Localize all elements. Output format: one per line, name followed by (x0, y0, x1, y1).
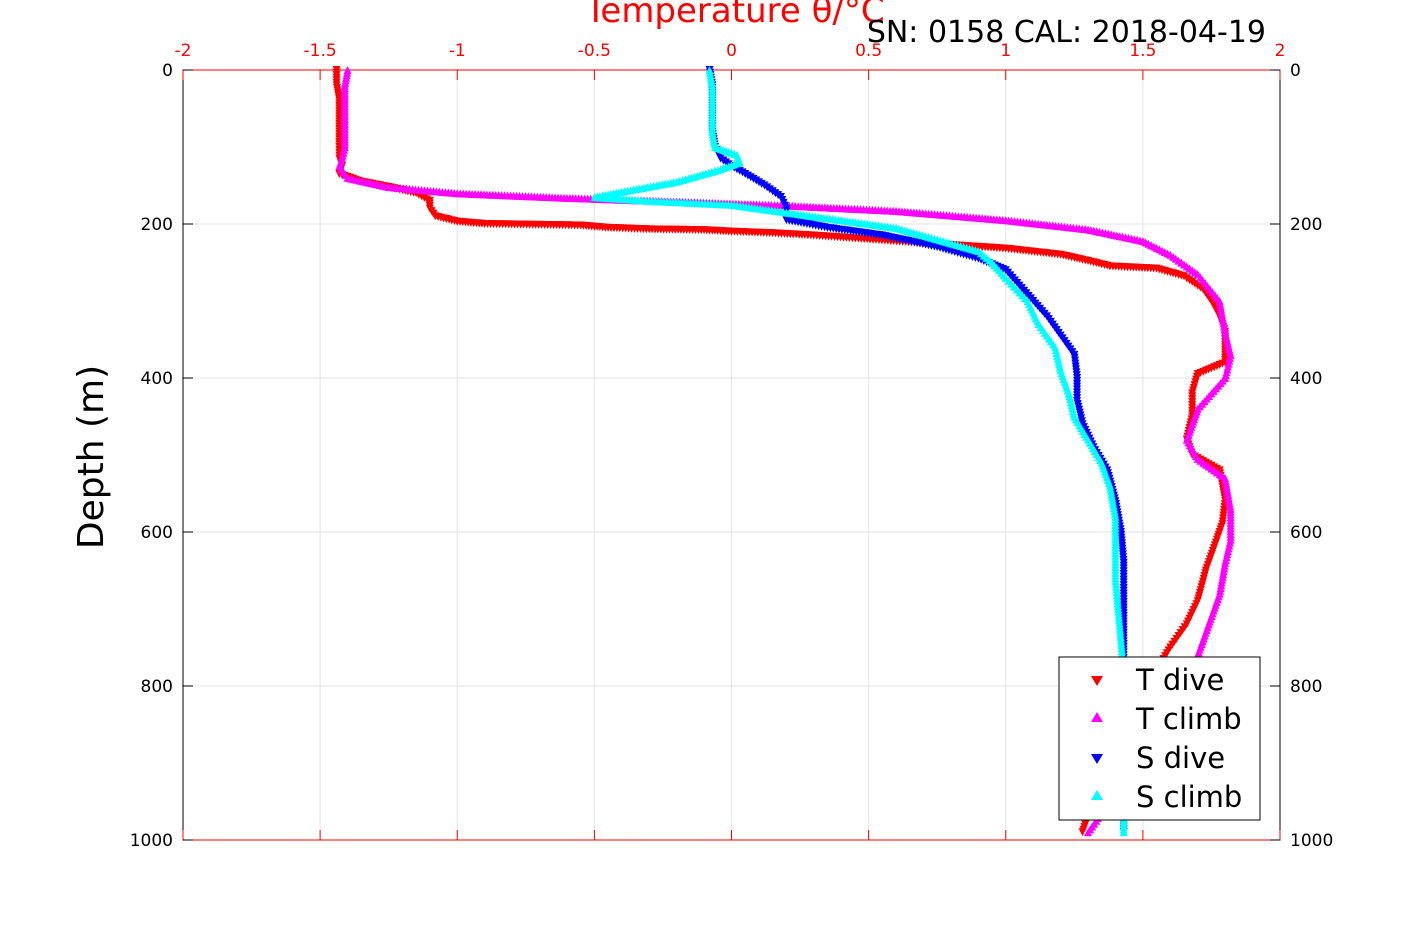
y-tick-label-left: 600 (141, 523, 173, 543)
y-tick-label-right: 0 (1290, 61, 1301, 81)
x-axis-title: Temperature θ/°C (584, 0, 884, 31)
y-tick-label-right: 800 (1290, 677, 1322, 697)
y-tick-label-right: 400 (1290, 369, 1322, 389)
data-point (1078, 828, 1087, 837)
y-axis-title: Depth (m) (71, 365, 112, 549)
x-tick-label: -0.5 (578, 41, 611, 61)
y-tick-label-right: 1000 (1290, 831, 1333, 851)
legend-item-s-dive: S dive (1091, 741, 1225, 775)
legend-marker-s-dive (1091, 754, 1103, 764)
y-tick-label-right: 200 (1290, 215, 1322, 235)
legend-label-s-climb: S climb (1136, 780, 1242, 814)
data-marks (332, 66, 1235, 837)
legend-marker-s-climb (1091, 790, 1103, 800)
chart-title: SN: 0158 CAL: 2018-04-19 (867, 15, 1266, 50)
series-s-climb (590, 66, 1128, 837)
x-tick-label: 1 (1000, 41, 1011, 61)
x-tick-label: 1.5 (1129, 41, 1156, 61)
legend-item-t-climb: T climb (1091, 702, 1242, 736)
legend-label-t-climb: T climb (1135, 702, 1242, 736)
data-point (1084, 828, 1093, 837)
legend-item-s-climb: S climb (1091, 780, 1242, 814)
legend-marker-t-dive (1091, 676, 1103, 686)
legend: T dive T climb S dive S climb (1058, 656, 1261, 821)
x-tick-label: -2 (175, 41, 192, 61)
legend-label-s-dive: S dive (1136, 741, 1225, 775)
x-tick-label: -1 (449, 41, 466, 61)
x-tick-label: 2 (1275, 41, 1286, 61)
x-tick-label: 0 (726, 41, 737, 61)
data-point (1119, 828, 1128, 837)
legend-item-t-dive: T dive (1091, 663, 1224, 697)
y-tick-label-left: 1000 (130, 831, 173, 851)
x-tick-label: -1.5 (304, 41, 337, 61)
legend-marker-t-climb (1091, 712, 1103, 722)
legend-box (1058, 656, 1261, 821)
x-tick-label: 0.5 (855, 41, 882, 61)
y-tick-label-left: 800 (141, 677, 173, 697)
y-tick-label-left: 0 (162, 61, 173, 81)
y-tick-label-left: 400 (141, 369, 173, 389)
y-tick-label-left: 200 (141, 215, 173, 235)
y-tick-label-right: 600 (1290, 523, 1322, 543)
legend-label-t-dive: T dive (1135, 663, 1224, 697)
axes: -2 -1.5 -1 -0.5 0 0.5 1 1.5 20200400600800100002… (130, 41, 1334, 851)
